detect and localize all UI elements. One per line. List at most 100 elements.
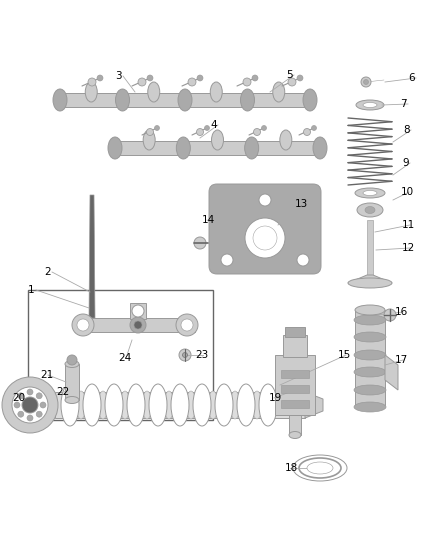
Circle shape bbox=[14, 402, 20, 408]
Ellipse shape bbox=[76, 391, 86, 419]
Ellipse shape bbox=[164, 391, 174, 419]
Ellipse shape bbox=[148, 82, 160, 102]
Circle shape bbox=[243, 78, 251, 86]
Text: 12: 12 bbox=[402, 243, 415, 253]
Circle shape bbox=[188, 78, 196, 86]
Text: 13: 13 bbox=[295, 199, 308, 209]
Text: 24: 24 bbox=[118, 353, 131, 363]
Ellipse shape bbox=[178, 89, 192, 111]
Ellipse shape bbox=[230, 391, 240, 419]
Circle shape bbox=[97, 75, 103, 81]
Text: 15: 15 bbox=[338, 350, 351, 360]
Ellipse shape bbox=[354, 332, 386, 342]
Ellipse shape bbox=[85, 82, 97, 102]
Circle shape bbox=[311, 125, 317, 131]
Circle shape bbox=[361, 77, 371, 87]
Bar bbox=[281, 385, 309, 393]
Ellipse shape bbox=[237, 384, 255, 426]
Ellipse shape bbox=[252, 391, 262, 419]
Circle shape bbox=[364, 79, 368, 85]
Ellipse shape bbox=[365, 206, 375, 214]
Circle shape bbox=[22, 397, 38, 413]
Circle shape bbox=[297, 254, 309, 266]
Circle shape bbox=[27, 389, 33, 395]
Ellipse shape bbox=[127, 384, 145, 426]
Circle shape bbox=[176, 314, 198, 336]
Text: 8: 8 bbox=[403, 125, 410, 135]
Circle shape bbox=[40, 402, 46, 408]
Bar bbox=[283, 335, 307, 357]
Text: 4: 4 bbox=[210, 120, 217, 130]
Text: 6: 6 bbox=[408, 73, 415, 83]
Ellipse shape bbox=[83, 384, 101, 426]
Bar bbox=[28, 290, 213, 420]
Text: 23: 23 bbox=[195, 350, 208, 360]
Circle shape bbox=[18, 393, 24, 399]
Ellipse shape bbox=[55, 91, 65, 109]
Polygon shape bbox=[305, 392, 323, 418]
Circle shape bbox=[134, 321, 142, 329]
Ellipse shape bbox=[215, 384, 233, 426]
Bar bbox=[355, 310, 385, 405]
Ellipse shape bbox=[354, 315, 386, 325]
Circle shape bbox=[297, 75, 303, 81]
Circle shape bbox=[259, 194, 271, 206]
Text: 19: 19 bbox=[269, 393, 282, 403]
Polygon shape bbox=[385, 355, 398, 390]
Circle shape bbox=[384, 309, 396, 321]
Circle shape bbox=[2, 377, 58, 433]
Ellipse shape bbox=[303, 89, 317, 111]
Ellipse shape bbox=[116, 89, 130, 111]
Polygon shape bbox=[89, 195, 95, 318]
Ellipse shape bbox=[313, 137, 327, 159]
Bar bbox=[115, 141, 320, 155]
Circle shape bbox=[77, 319, 89, 331]
FancyBboxPatch shape bbox=[209, 184, 321, 274]
Circle shape bbox=[72, 314, 94, 336]
Ellipse shape bbox=[355, 188, 385, 198]
Circle shape bbox=[179, 349, 191, 361]
Text: 21: 21 bbox=[40, 370, 53, 380]
Circle shape bbox=[205, 125, 209, 131]
Ellipse shape bbox=[105, 384, 123, 426]
Ellipse shape bbox=[142, 391, 152, 419]
Ellipse shape bbox=[120, 391, 130, 419]
Ellipse shape bbox=[53, 89, 67, 111]
Text: 17: 17 bbox=[395, 355, 408, 365]
Circle shape bbox=[18, 411, 24, 417]
Circle shape bbox=[261, 125, 266, 131]
Circle shape bbox=[221, 254, 233, 266]
Circle shape bbox=[254, 128, 261, 135]
Text: 7: 7 bbox=[400, 99, 406, 109]
Circle shape bbox=[12, 387, 48, 423]
Circle shape bbox=[197, 75, 203, 81]
Text: 11: 11 bbox=[402, 220, 415, 230]
Text: 22: 22 bbox=[56, 387, 69, 397]
Ellipse shape bbox=[354, 385, 386, 395]
Circle shape bbox=[36, 393, 42, 399]
Bar bbox=[281, 370, 309, 378]
Bar bbox=[60, 93, 310, 107]
Ellipse shape bbox=[307, 462, 333, 474]
Ellipse shape bbox=[210, 82, 222, 102]
Circle shape bbox=[197, 128, 204, 135]
Ellipse shape bbox=[354, 367, 386, 377]
Ellipse shape bbox=[61, 384, 79, 426]
Bar bbox=[289, 415, 301, 435]
Ellipse shape bbox=[108, 137, 122, 159]
Circle shape bbox=[183, 352, 187, 358]
Circle shape bbox=[253, 226, 277, 250]
Text: 10: 10 bbox=[401, 187, 414, 197]
Ellipse shape bbox=[299, 458, 341, 478]
Circle shape bbox=[245, 218, 285, 258]
Bar bbox=[285, 327, 305, 337]
Ellipse shape bbox=[280, 130, 292, 150]
Bar bbox=[275, 355, 315, 415]
Ellipse shape bbox=[208, 391, 218, 419]
Ellipse shape bbox=[149, 384, 167, 426]
Bar bbox=[55, 392, 305, 418]
Circle shape bbox=[27, 415, 33, 421]
Ellipse shape bbox=[110, 139, 120, 157]
Circle shape bbox=[181, 319, 193, 331]
Text: 2: 2 bbox=[44, 267, 51, 277]
